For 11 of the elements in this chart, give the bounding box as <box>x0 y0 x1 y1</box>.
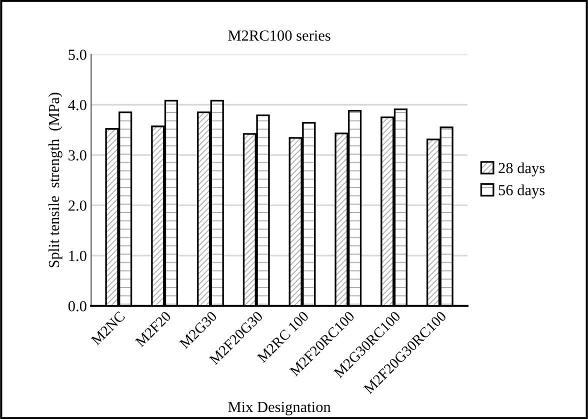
legend-label: 56 days <box>498 184 545 198</box>
y-axis-title: Split tensile strength (MPa) <box>48 92 62 268</box>
y-tick-label: 2.0 <box>68 200 86 211</box>
y-tick-label: 3.0 <box>68 150 86 161</box>
chart-title: M2RC100 series <box>228 30 330 41</box>
y-tick-label: 1.0 <box>69 250 86 262</box>
y-tick-label: 5.0 <box>68 50 86 60</box>
legend-label: 28 days <box>498 162 545 176</box>
y-tick-label: 0.0 <box>68 301 86 312</box>
y-tick-label: 4.0 <box>68 100 86 110</box>
x-axis-title: Mix Designation <box>228 402 331 416</box>
